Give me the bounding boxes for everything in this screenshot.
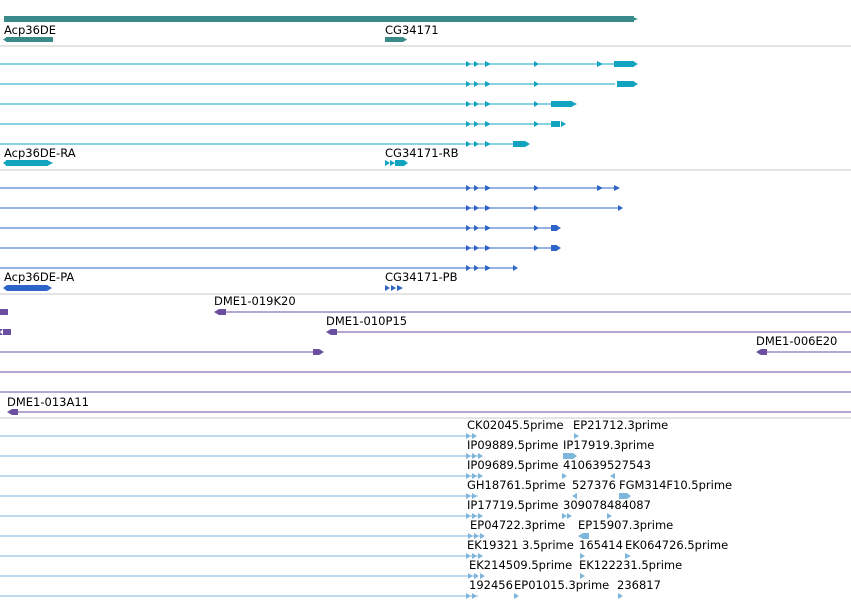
- clone-dme1-010p15-end[interactable]: [326, 329, 337, 335]
- transcript-pa-track: Acp36DE-PA CG34171-PB: [0, 185, 623, 291]
- transcript-label-acp36de-pa[interactable]: Acp36DE-PA: [4, 270, 74, 284]
- gene-span-bar-arrow: [630, 16, 638, 22]
- transcript-cg34171-pb-arrow: [385, 285, 390, 291]
- transcript-acp36de-ra-arrow: [3, 160, 7, 166]
- clone-dme1-006e20-end[interactable]: [756, 349, 767, 355]
- est-label[interactable]: IP09689.5prime: [467, 458, 558, 472]
- gene-label-acp36de[interactable]: Acp36DE: [4, 23, 56, 37]
- transcript-cg34171-rb-arrow: [390, 160, 395, 166]
- gene-acp36de-arrow: [3, 37, 7, 42]
- est-label[interactable]: EK214509.5prime: [469, 558, 572, 572]
- gene-acp36de-bar[interactable]: [6, 37, 53, 42]
- gene-cg34171-arrow: [403, 37, 407, 42]
- transcript-acp36de-ra-bar[interactable]: [6, 160, 48, 166]
- transcript-pa-row[interactable]: [0, 245, 561, 251]
- est-label[interactable]: EK19321 3.5prime: [467, 538, 574, 552]
- transcript-rna-row[interactable]: [0, 81, 638, 87]
- est-label[interactable]: EP04722.3prime: [470, 518, 565, 532]
- est-track: CK02045.5prime EP21712.3prime IP09889.5p…: [0, 418, 732, 599]
- clone-label-dme1-006e20[interactable]: DME1-006E20: [756, 334, 837, 348]
- transcript-rna-row[interactable]: [0, 141, 530, 147]
- est-label[interactable]: 410639: [563, 458, 607, 472]
- est-label[interactable]: FGM314F10.5prime: [619, 478, 732, 492]
- transcript-cg34171-pb-arrow: [391, 285, 396, 291]
- clone-track: DME1-019K20 DME1-010P15 DME1-006E20 DME1…: [0, 294, 851, 415]
- transcript-label-cg34171-pb[interactable]: CG34171-PB: [385, 270, 458, 284]
- transcript-acp36de-pa-arrow: [47, 285, 52, 291]
- est-label[interactable]: CK02045.5prime: [467, 418, 564, 432]
- est-label[interactable]: IP17719.5prime: [467, 498, 558, 512]
- transcript-acp36de-ra-arrow: [47, 160, 53, 166]
- clone-label-dme1-010p15[interactable]: DME1-010P15: [326, 314, 407, 328]
- est-label[interactable]: EP15907.3prime: [578, 518, 673, 532]
- clone-label-dme1-013a11[interactable]: DME1-013A11: [7, 395, 89, 409]
- transcript-label-acp36de-ra[interactable]: Acp36DE-RA: [4, 146, 76, 160]
- transcript-pa-row[interactable]: [0, 205, 623, 211]
- clone-end[interactable]: [313, 349, 324, 355]
- est-label[interactable]: 309078: [563, 498, 607, 512]
- clone-bar[interactable]: [0, 309, 8, 315]
- transcript-rna-row[interactable]: [0, 61, 638, 67]
- est-label[interactable]: 484087: [607, 498, 651, 512]
- est-label[interactable]: 527543: [607, 458, 651, 472]
- transcript-acp36de-pa-bar[interactable]: [7, 285, 47, 291]
- transcript-cg34171-rb-arrow: [385, 160, 390, 166]
- transcript-pa-row[interactable]: [0, 225, 561, 231]
- transcript-pa-row[interactable]: [0, 265, 518, 271]
- est-label[interactable]: IP09889.5prime: [467, 438, 558, 452]
- est-label[interactable]: 165414: [579, 538, 623, 552]
- transcript-pa-row[interactable]: [0, 185, 620, 191]
- gene-track: Acp36DE CG34171: [3, 16, 638, 42]
- est-label[interactable]: 527376: [572, 478, 616, 492]
- gene-label-cg34171[interactable]: CG34171: [385, 23, 439, 37]
- est-label[interactable]: EP01015.3prime: [514, 578, 609, 592]
- clone-dme1-013a11-end[interactable]: [7, 409, 18, 415]
- transcript-label-cg34171-rb[interactable]: CG34171-RB: [385, 146, 459, 160]
- gene-cg34171-bar[interactable]: [385, 37, 403, 42]
- transcript-rna-row[interactable]: [0, 121, 566, 127]
- gene-span-bar[interactable]: [4, 16, 634, 22]
- est-label[interactable]: IP17919.3prime: [563, 438, 654, 452]
- transcript-cg34171-pb-arrow: [397, 285, 403, 291]
- est-label[interactable]: GH18761.5prime: [467, 478, 566, 492]
- transcript-cg34171-rb-arrow: [404, 160, 408, 166]
- clone-dme1-019k20-end[interactable]: [214, 309, 226, 315]
- transcript-cg34171-rb-bar[interactable]: [395, 160, 404, 166]
- est-label[interactable]: 236817: [617, 578, 661, 592]
- est-label[interactable]: EP21712.3prime: [573, 418, 668, 432]
- est-label[interactable]: EK064726.5prime: [625, 538, 728, 552]
- transcript-acp36de-pa-arrow: [3, 285, 7, 291]
- est-label[interactable]: 192456: [469, 578, 513, 592]
- clone-label-dme1-019k20[interactable]: DME1-019K20: [214, 294, 296, 308]
- clone-bar[interactable]: [0, 329, 11, 335]
- transcript-rna-row[interactable]: [0, 101, 577, 107]
- transcript-rna-track: Acp36DE-RA CG34171-RB: [0, 61, 638, 166]
- est-label[interactable]: EK122231.5prime: [579, 558, 682, 572]
